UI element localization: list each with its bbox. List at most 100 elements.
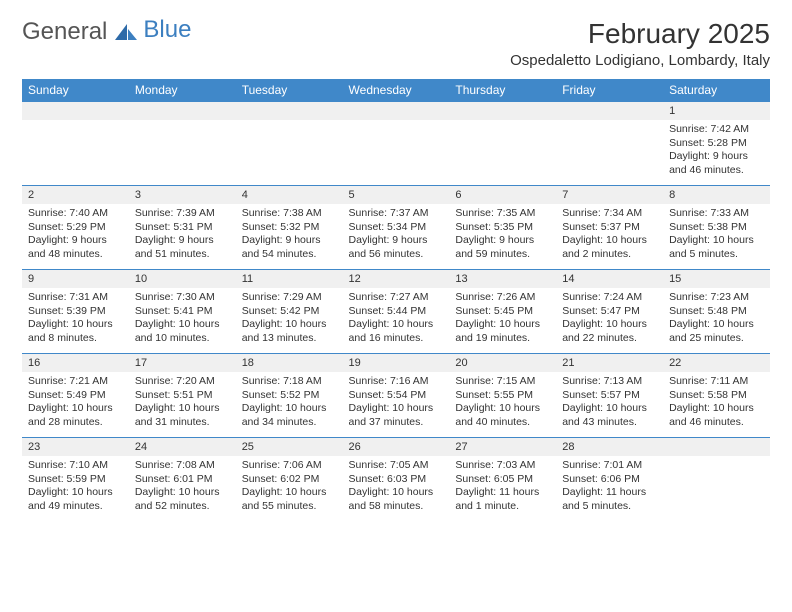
day-content: Sunrise: 7:37 AMSunset: 5:34 PMDaylight:… [343,204,450,265]
day-content: Sunrise: 7:06 AMSunset: 6:02 PMDaylight:… [236,456,343,517]
weekday-header: Thursday [449,79,556,101]
calendar-day-cell: 8Sunrise: 7:33 AMSunset: 5:38 PMDaylight… [663,185,770,269]
day-content: Sunrise: 7:34 AMSunset: 5:37 PMDaylight:… [556,204,663,265]
sunset-text: Sunset: 5:38 PM [669,221,764,235]
daylight-text: Daylight: 10 hours and 22 minutes. [562,318,657,345]
calendar-day-cell: 9Sunrise: 7:31 AMSunset: 5:39 PMDaylight… [22,269,129,353]
sunrise-text: Sunrise: 7:23 AM [669,291,764,305]
logo: General Blue [22,18,191,46]
sunrise-text: Sunrise: 7:21 AM [28,375,123,389]
location: Ospedaletto Lodigiano, Lombardy, Italy [510,52,770,69]
day-content: Sunrise: 7:30 AMSunset: 5:41 PMDaylight:… [129,288,236,349]
empty-day-bar [343,101,450,120]
weekday-header: Sunday [22,79,129,101]
calendar-day-cell: 11Sunrise: 7:29 AMSunset: 5:42 PMDayligh… [236,269,343,353]
sunrise-text: Sunrise: 7:20 AM [135,375,230,389]
calendar-day-cell [556,101,663,185]
sunrise-text: Sunrise: 7:08 AM [135,459,230,473]
day-content: Sunrise: 7:16 AMSunset: 5:54 PMDaylight:… [343,372,450,433]
calendar-day-cell: 27Sunrise: 7:03 AMSunset: 6:05 PMDayligh… [449,437,556,521]
sunset-text: Sunset: 5:34 PM [349,221,444,235]
day-number: 18 [236,353,343,372]
sunrise-text: Sunrise: 7:26 AM [455,291,550,305]
sunrise-text: Sunrise: 7:33 AM [669,207,764,221]
sunrise-text: Sunrise: 7:30 AM [135,291,230,305]
day-number: 4 [236,185,343,204]
day-number: 19 [343,353,450,372]
sunrise-text: Sunrise: 7:34 AM [562,207,657,221]
weekday-header: Saturday [663,79,770,101]
calendar-day-cell: 17Sunrise: 7:20 AMSunset: 5:51 PMDayligh… [129,353,236,437]
empty-day-bar [236,101,343,120]
calendar-day-cell: 12Sunrise: 7:27 AMSunset: 5:44 PMDayligh… [343,269,450,353]
sunset-text: Sunset: 5:44 PM [349,305,444,319]
calendar-table: Sunday Monday Tuesday Wednesday Thursday… [22,79,770,521]
day-number: 7 [556,185,663,204]
calendar-day-cell: 14Sunrise: 7:24 AMSunset: 5:47 PMDayligh… [556,269,663,353]
header: General Blue February 2025 Ospedaletto L… [22,18,770,69]
day-content: Sunrise: 7:21 AMSunset: 5:49 PMDaylight:… [22,372,129,433]
title-block: February 2025 Ospedaletto Lodigiano, Lom… [510,18,770,69]
sunrise-text: Sunrise: 7:29 AM [242,291,337,305]
day-number: 16 [22,353,129,372]
calendar-week-row: 2Sunrise: 7:40 AMSunset: 5:29 PMDaylight… [22,185,770,269]
day-number: 1 [663,101,770,120]
day-content: Sunrise: 7:11 AMSunset: 5:58 PMDaylight:… [663,372,770,433]
empty-day-bar [556,101,663,120]
day-content: Sunrise: 7:39 AMSunset: 5:31 PMDaylight:… [129,204,236,265]
daylight-text: Daylight: 10 hours and 2 minutes. [562,234,657,261]
sunrise-text: Sunrise: 7:35 AM [455,207,550,221]
calendar-day-cell [663,437,770,521]
month-title: February 2025 [510,18,770,50]
calendar-day-cell: 19Sunrise: 7:16 AMSunset: 5:54 PMDayligh… [343,353,450,437]
daylight-text: Daylight: 9 hours and 48 minutes. [28,234,123,261]
sunset-text: Sunset: 6:03 PM [349,473,444,487]
sunset-text: Sunset: 5:42 PM [242,305,337,319]
day-content: Sunrise: 7:33 AMSunset: 5:38 PMDaylight:… [663,204,770,265]
sunset-text: Sunset: 5:57 PM [562,389,657,403]
day-content: Sunrise: 7:01 AMSunset: 6:06 PMDaylight:… [556,456,663,517]
sunset-text: Sunset: 5:37 PM [562,221,657,235]
day-number: 27 [449,437,556,456]
calendar-day-cell: 20Sunrise: 7:15 AMSunset: 5:55 PMDayligh… [449,353,556,437]
day-content: Sunrise: 7:05 AMSunset: 6:03 PMDaylight:… [343,456,450,517]
sunset-text: Sunset: 6:06 PM [562,473,657,487]
sunrise-text: Sunrise: 7:38 AM [242,207,337,221]
calendar-day-cell: 23Sunrise: 7:10 AMSunset: 5:59 PMDayligh… [22,437,129,521]
sunset-text: Sunset: 5:49 PM [28,389,123,403]
calendar-day-cell: 25Sunrise: 7:06 AMSunset: 6:02 PMDayligh… [236,437,343,521]
sunset-text: Sunset: 5:28 PM [669,137,764,151]
sunrise-text: Sunrise: 7:40 AM [28,207,123,221]
calendar-day-cell: 5Sunrise: 7:37 AMSunset: 5:34 PMDaylight… [343,185,450,269]
calendar-day-cell [343,101,450,185]
daylight-text: Daylight: 10 hours and 58 minutes. [349,486,444,513]
calendar-day-cell: 2Sunrise: 7:40 AMSunset: 5:29 PMDaylight… [22,185,129,269]
day-number: 22 [663,353,770,372]
calendar-day-cell: 18Sunrise: 7:18 AMSunset: 5:52 PMDayligh… [236,353,343,437]
daylight-text: Daylight: 9 hours and 59 minutes. [455,234,550,261]
daylight-text: Daylight: 9 hours and 51 minutes. [135,234,230,261]
day-content: Sunrise: 7:26 AMSunset: 5:45 PMDaylight:… [449,288,556,349]
calendar-day-cell: 10Sunrise: 7:30 AMSunset: 5:41 PMDayligh… [129,269,236,353]
calendar-day-cell: 15Sunrise: 7:23 AMSunset: 5:48 PMDayligh… [663,269,770,353]
calendar-day-cell: 22Sunrise: 7:11 AMSunset: 5:58 PMDayligh… [663,353,770,437]
calendar-day-cell: 7Sunrise: 7:34 AMSunset: 5:37 PMDaylight… [556,185,663,269]
sunrise-text: Sunrise: 7:16 AM [349,375,444,389]
day-content: Sunrise: 7:10 AMSunset: 5:59 PMDaylight:… [22,456,129,517]
day-content: Sunrise: 7:35 AMSunset: 5:35 PMDaylight:… [449,204,556,265]
day-number: 11 [236,269,343,288]
day-content: Sunrise: 7:29 AMSunset: 5:42 PMDaylight:… [236,288,343,349]
sunrise-text: Sunrise: 7:06 AM [242,459,337,473]
daylight-text: Daylight: 10 hours and 19 minutes. [455,318,550,345]
calendar-week-row: 9Sunrise: 7:31 AMSunset: 5:39 PMDaylight… [22,269,770,353]
daylight-text: Daylight: 10 hours and 43 minutes. [562,402,657,429]
day-number: 8 [663,185,770,204]
daylight-text: Daylight: 10 hours and 49 minutes. [28,486,123,513]
sunrise-text: Sunrise: 7:11 AM [669,375,764,389]
sunrise-text: Sunrise: 7:27 AM [349,291,444,305]
day-content: Sunrise: 7:38 AMSunset: 5:32 PMDaylight:… [236,204,343,265]
weekday-header: Wednesday [343,79,450,101]
calendar-day-cell [22,101,129,185]
sunrise-text: Sunrise: 7:10 AM [28,459,123,473]
daylight-text: Daylight: 10 hours and 25 minutes. [669,318,764,345]
